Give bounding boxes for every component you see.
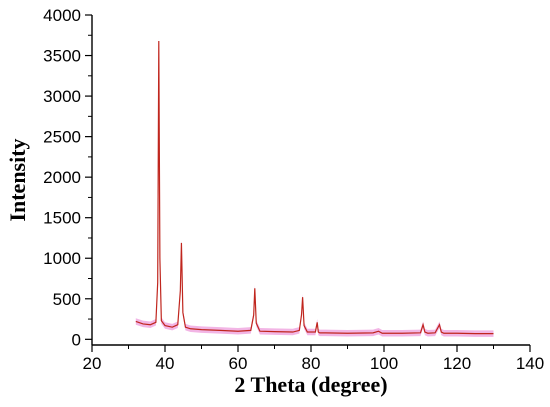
x-tick-label: 140 [516, 354, 544, 373]
x-tick-label: 60 [229, 354, 248, 373]
pattern-background-fill [135, 37, 494, 337]
y-tick-label: 1500 [43, 209, 81, 228]
y-tick-label: 3000 [43, 87, 81, 106]
x-tick-label: 40 [156, 354, 175, 373]
x-tick-label: 20 [83, 354, 102, 373]
y-axis-title: Intensity [5, 138, 30, 221]
pattern-fill-band [135, 37, 494, 337]
x-tick-label: 120 [443, 354, 471, 373]
y-tick-label: 2500 [43, 128, 81, 147]
tick-marks [85, 14, 531, 352]
x-tick-label: 80 [302, 354, 321, 373]
x-axis-title: 2 Theta (degree) [234, 372, 387, 397]
series-line [135, 40, 494, 335]
y-tick-label: 0 [72, 330, 81, 349]
tick-labels: 20 40 60 80 100 120 140 0 500 1000 1500 2000 2500 300… [43, 6, 544, 373]
y-tick-label: 3500 [43, 47, 81, 66]
y-tick-label: 500 [53, 290, 81, 309]
y-tick-label: 1000 [43, 249, 81, 268]
x-tick-label: 100 [370, 354, 398, 373]
y-tick-label: 2000 [43, 168, 81, 187]
y-tick-label: 4000 [43, 6, 81, 25]
